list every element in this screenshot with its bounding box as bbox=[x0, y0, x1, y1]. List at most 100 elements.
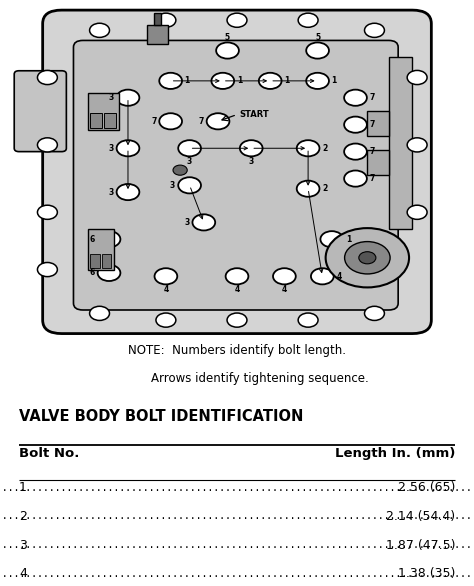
Circle shape bbox=[90, 23, 109, 38]
Circle shape bbox=[207, 113, 229, 130]
Circle shape bbox=[297, 140, 319, 156]
Circle shape bbox=[240, 140, 263, 156]
Circle shape bbox=[326, 228, 409, 287]
Circle shape bbox=[216, 42, 239, 59]
Circle shape bbox=[297, 180, 319, 197]
Circle shape bbox=[159, 113, 182, 130]
Text: 1.38 (35): 1.38 (35) bbox=[398, 567, 455, 580]
Circle shape bbox=[192, 214, 215, 230]
Text: 1.87 (47.5): 1.87 (47.5) bbox=[385, 539, 455, 551]
Polygon shape bbox=[389, 57, 412, 229]
Circle shape bbox=[37, 138, 57, 152]
Circle shape bbox=[259, 73, 282, 89]
Text: 2: 2 bbox=[322, 144, 328, 153]
Text: 1: 1 bbox=[284, 76, 290, 86]
Circle shape bbox=[90, 306, 109, 321]
Circle shape bbox=[156, 313, 176, 327]
Text: 4: 4 bbox=[282, 285, 287, 294]
Circle shape bbox=[344, 90, 367, 106]
Bar bbox=[367, 150, 389, 175]
Circle shape bbox=[359, 252, 376, 264]
Text: ................................................................................: ........................................… bbox=[0, 511, 474, 522]
Text: 3: 3 bbox=[108, 188, 114, 196]
Circle shape bbox=[227, 13, 247, 28]
Circle shape bbox=[117, 184, 139, 200]
Text: 4: 4 bbox=[163, 285, 169, 294]
Text: 2.14 (54.4): 2.14 (54.4) bbox=[386, 510, 455, 523]
Text: Bolt No.: Bolt No. bbox=[19, 447, 79, 459]
Text: 7: 7 bbox=[151, 117, 157, 126]
Circle shape bbox=[306, 42, 329, 59]
Circle shape bbox=[155, 268, 177, 284]
Bar bbox=[154, 13, 161, 25]
Text: NOTE:  Numbers identify bolt length.: NOTE: Numbers identify bolt length. bbox=[128, 345, 346, 357]
Circle shape bbox=[298, 313, 318, 327]
Circle shape bbox=[344, 171, 367, 187]
Circle shape bbox=[311, 268, 334, 284]
Circle shape bbox=[156, 13, 176, 28]
Text: 1: 1 bbox=[237, 76, 242, 86]
Bar bbox=[102, 254, 111, 268]
Text: 4: 4 bbox=[234, 285, 240, 294]
Circle shape bbox=[298, 13, 318, 28]
Text: 7: 7 bbox=[370, 93, 375, 102]
Text: ................................................................................: ........................................… bbox=[0, 483, 474, 493]
Text: 7: 7 bbox=[199, 117, 204, 126]
Circle shape bbox=[37, 70, 57, 84]
Circle shape bbox=[407, 138, 427, 152]
Text: 3: 3 bbox=[184, 218, 190, 227]
Circle shape bbox=[320, 231, 343, 247]
Text: 2: 2 bbox=[19, 510, 27, 523]
FancyBboxPatch shape bbox=[43, 10, 431, 333]
Circle shape bbox=[98, 265, 120, 281]
Text: 6: 6 bbox=[89, 268, 95, 277]
Circle shape bbox=[226, 268, 248, 284]
Text: 4: 4 bbox=[337, 272, 342, 281]
Circle shape bbox=[159, 73, 182, 89]
Text: 2.56 (65): 2.56 (65) bbox=[398, 482, 455, 495]
Bar bbox=[88, 93, 118, 130]
FancyBboxPatch shape bbox=[73, 40, 398, 310]
Text: 1: 1 bbox=[19, 482, 27, 495]
Circle shape bbox=[365, 23, 384, 38]
Text: 7: 7 bbox=[370, 120, 375, 129]
Text: 7: 7 bbox=[370, 147, 375, 156]
Circle shape bbox=[211, 73, 234, 89]
Text: 3: 3 bbox=[248, 157, 254, 166]
Circle shape bbox=[173, 165, 187, 175]
Circle shape bbox=[407, 205, 427, 219]
Text: ................................................................................: ........................................… bbox=[0, 540, 474, 550]
Text: 1: 1 bbox=[346, 235, 352, 244]
Text: 3: 3 bbox=[108, 93, 114, 102]
Bar bbox=[90, 113, 102, 128]
Bar bbox=[147, 25, 168, 44]
Circle shape bbox=[178, 140, 201, 156]
Circle shape bbox=[344, 144, 367, 160]
Circle shape bbox=[178, 177, 201, 193]
Text: 5: 5 bbox=[315, 33, 320, 42]
Bar bbox=[367, 111, 389, 137]
Circle shape bbox=[344, 117, 367, 133]
Circle shape bbox=[273, 268, 296, 284]
FancyBboxPatch shape bbox=[14, 71, 66, 152]
Text: Length In. (mm): Length In. (mm) bbox=[335, 447, 455, 459]
Circle shape bbox=[345, 241, 390, 274]
Text: 4: 4 bbox=[19, 567, 27, 580]
Bar bbox=[90, 254, 100, 268]
Circle shape bbox=[37, 205, 57, 219]
Circle shape bbox=[365, 306, 384, 321]
Circle shape bbox=[227, 313, 247, 327]
Text: 6: 6 bbox=[89, 235, 95, 244]
Circle shape bbox=[117, 140, 139, 156]
Circle shape bbox=[37, 263, 57, 277]
Text: 5: 5 bbox=[225, 33, 230, 42]
Text: 1: 1 bbox=[184, 76, 190, 86]
Text: 2: 2 bbox=[322, 184, 328, 193]
Bar bbox=[88, 229, 114, 270]
Circle shape bbox=[98, 231, 120, 247]
Bar bbox=[104, 113, 116, 128]
Text: 3: 3 bbox=[108, 144, 114, 153]
Text: ................................................................................: ........................................… bbox=[0, 568, 474, 578]
Text: VALVE BODY BOLT IDENTIFICATION: VALVE BODY BOLT IDENTIFICATION bbox=[19, 409, 303, 424]
Text: 3: 3 bbox=[19, 539, 27, 551]
